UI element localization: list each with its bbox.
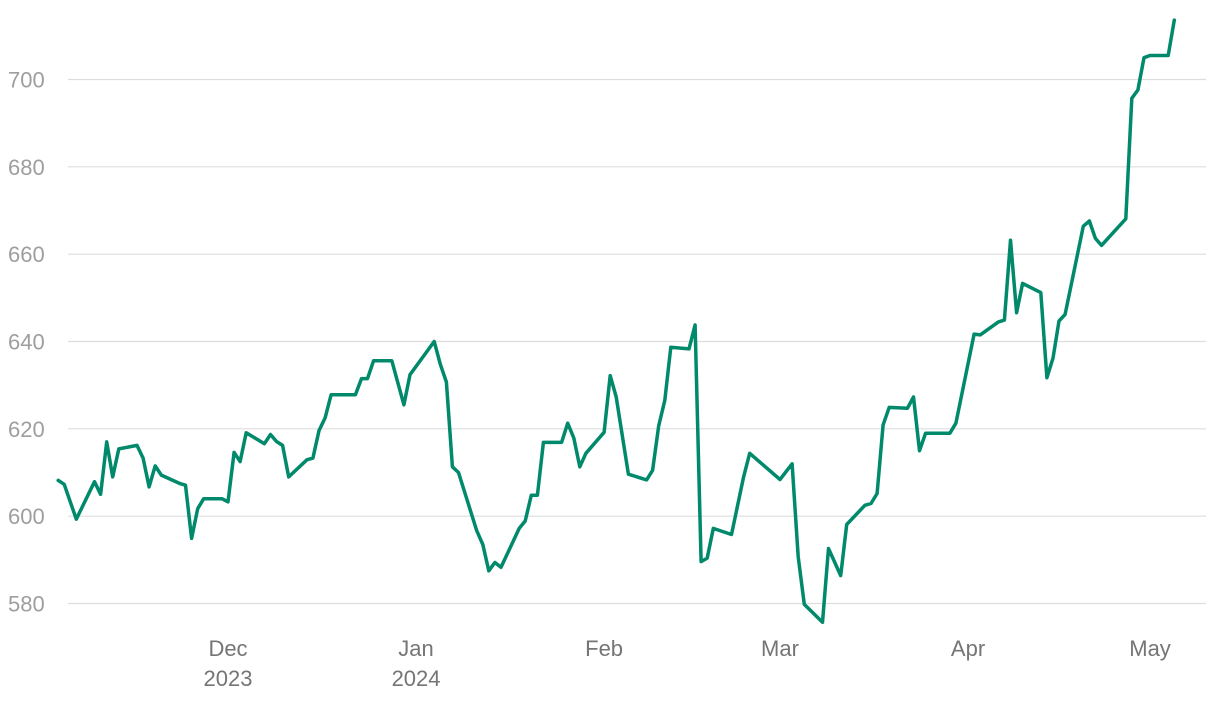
x-tick-year-label: 2023 xyxy=(204,666,253,691)
y-tick-label: 680 xyxy=(8,155,45,180)
gridlines xyxy=(68,78,1206,605)
x-axis-tick-labels: Dec 2023 Jan 2024 Feb Mar Apr May xyxy=(204,636,1171,691)
y-tick-label: 660 xyxy=(8,242,45,267)
x-tick-label: Mar xyxy=(761,636,799,661)
x-tick-year-label: 2024 xyxy=(392,666,441,691)
y-tick-label: 640 xyxy=(8,330,45,355)
x-tick-label: Dec xyxy=(208,636,247,661)
price-line-series xyxy=(56,18,1177,625)
x-tick-label: Jan xyxy=(398,636,433,661)
x-tick-label: Apr xyxy=(951,636,985,661)
x-tick-label: Feb xyxy=(585,636,623,661)
y-tick-label: 700 xyxy=(8,68,45,93)
y-tick-label: 580 xyxy=(8,592,45,617)
series-layer xyxy=(56,18,1177,625)
x-tick-label: May xyxy=(1129,636,1171,661)
y-axis-tick-labels: 580 600 620 640 660 680 700 xyxy=(8,68,45,617)
y-tick-label: 620 xyxy=(8,417,45,442)
y-tick-label: 600 xyxy=(8,504,45,529)
